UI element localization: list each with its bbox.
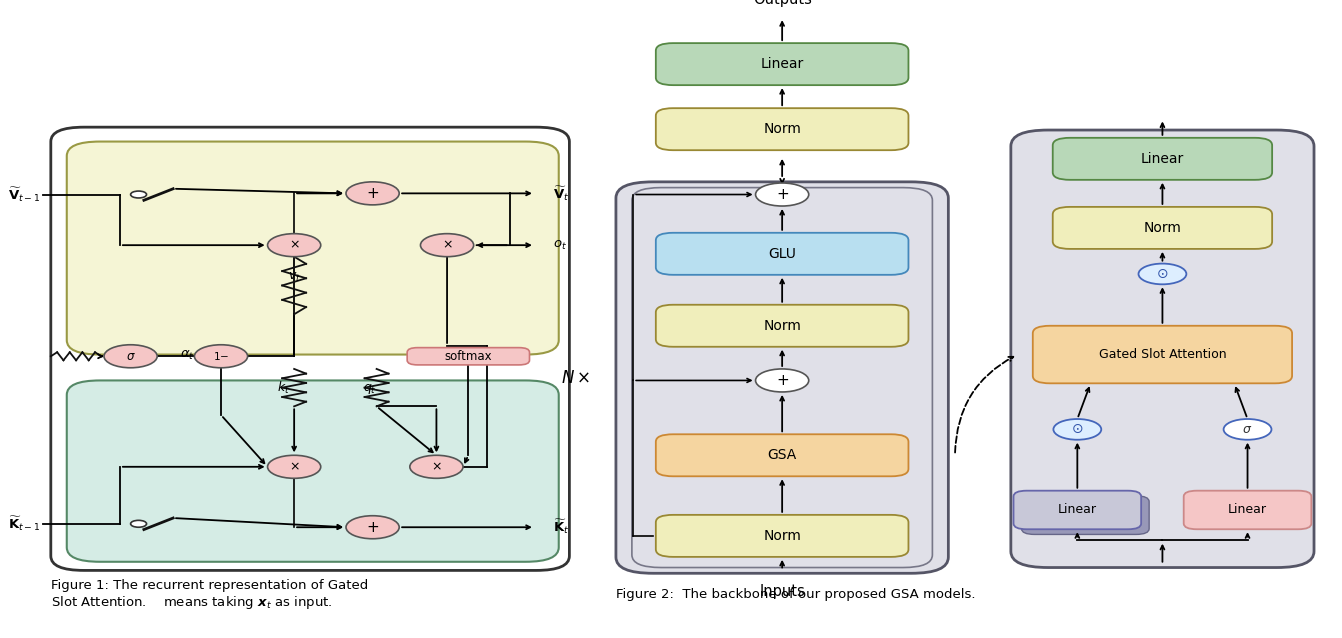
Circle shape	[1053, 419, 1102, 440]
Text: $o_t$: $o_t$	[553, 239, 568, 252]
Text: $\times$: $\times$	[442, 239, 452, 251]
FancyBboxPatch shape	[656, 434, 909, 477]
FancyBboxPatch shape	[616, 182, 949, 574]
Text: Linear: Linear	[761, 57, 804, 71]
FancyBboxPatch shape	[67, 142, 558, 355]
Text: Norm: Norm	[764, 529, 801, 543]
FancyBboxPatch shape	[51, 127, 569, 570]
Circle shape	[1138, 263, 1186, 285]
Text: GLU: GLU	[768, 247, 796, 261]
Text: $+$: $+$	[366, 186, 380, 201]
Text: $+$: $+$	[776, 373, 789, 388]
FancyBboxPatch shape	[1011, 130, 1314, 568]
FancyBboxPatch shape	[656, 305, 909, 347]
FancyBboxPatch shape	[1033, 326, 1292, 383]
Circle shape	[409, 456, 463, 478]
Text: $\odot$: $\odot$	[1157, 267, 1169, 281]
Text: Linear: Linear	[1057, 503, 1096, 517]
Text: $\times$: $\times$	[431, 460, 442, 473]
Circle shape	[346, 516, 399, 538]
Text: Linear: Linear	[1228, 503, 1267, 517]
Text: $\sigma$: $\sigma$	[126, 350, 136, 363]
Text: $\widetilde{\mathbf{K}}_{t-1}$: $\widetilde{\mathbf{K}}_{t-1}$	[8, 515, 40, 533]
Circle shape	[130, 191, 146, 198]
FancyBboxPatch shape	[1052, 138, 1272, 180]
FancyBboxPatch shape	[1184, 491, 1311, 530]
Text: $k_t$: $k_t$	[276, 380, 290, 396]
Circle shape	[195, 345, 248, 367]
Text: $q_t$: $q_t$	[364, 382, 377, 396]
Text: Norm: Norm	[1143, 221, 1181, 235]
Text: $+$: $+$	[776, 187, 789, 202]
Text: $N\times$: $N\times$	[561, 369, 590, 387]
Text: GSA: GSA	[768, 449, 797, 463]
Text: $\odot$: $\odot$	[1071, 422, 1083, 436]
Text: $\alpha_t$: $\alpha_t$	[180, 348, 195, 362]
FancyBboxPatch shape	[407, 348, 530, 365]
Text: $+$: $+$	[366, 520, 380, 535]
Circle shape	[267, 234, 321, 256]
Text: Outputs: Outputs	[753, 0, 812, 8]
Text: Inputs: Inputs	[760, 584, 805, 599]
Text: $\widetilde{\mathbf{V}}_{t-1}$: $\widetilde{\mathbf{V}}_{t-1}$	[8, 186, 40, 204]
FancyBboxPatch shape	[67, 380, 558, 562]
Circle shape	[130, 521, 146, 527]
FancyBboxPatch shape	[656, 108, 909, 150]
Circle shape	[756, 183, 809, 206]
Circle shape	[1224, 419, 1271, 440]
Text: $v_t$: $v_t$	[287, 271, 301, 285]
Text: softmax: softmax	[444, 350, 493, 363]
Text: $\times$: $\times$	[289, 460, 299, 473]
Circle shape	[756, 369, 809, 392]
Text: Figure 2:  The backbone of our proposed GSA models.: Figure 2: The backbone of our proposed G…	[616, 588, 976, 601]
FancyBboxPatch shape	[1021, 496, 1149, 535]
Text: $\sigma$: $\sigma$	[1243, 423, 1252, 436]
Text: Figure 1: The recurrent representation of Gated
Slot Attention.    means taking : Figure 1: The recurrent representation o…	[51, 579, 368, 611]
FancyBboxPatch shape	[1052, 207, 1272, 249]
Circle shape	[420, 234, 474, 256]
Circle shape	[103, 345, 157, 367]
FancyBboxPatch shape	[656, 515, 909, 557]
Text: $\times$: $\times$	[289, 239, 299, 251]
FancyBboxPatch shape	[656, 43, 909, 85]
Circle shape	[267, 456, 321, 478]
Text: Norm: Norm	[764, 122, 801, 136]
Text: $\widetilde{\mathbf{K}}_t$: $\widetilde{\mathbf{K}}_t$	[553, 518, 570, 537]
FancyBboxPatch shape	[656, 233, 909, 275]
Text: $1{-}$: $1{-}$	[213, 350, 229, 362]
Text: Linear: Linear	[1141, 152, 1184, 166]
FancyBboxPatch shape	[1013, 491, 1141, 530]
Text: Norm: Norm	[764, 319, 801, 333]
Text: $\widetilde{\mathbf{V}}_t$: $\widetilde{\mathbf{V}}_t$	[553, 184, 570, 202]
FancyBboxPatch shape	[632, 188, 933, 568]
Circle shape	[346, 182, 399, 205]
Text: Gated Slot Attention: Gated Slot Attention	[1099, 348, 1227, 361]
